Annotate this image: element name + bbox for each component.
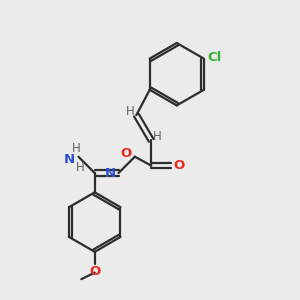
Text: O: O	[120, 147, 131, 160]
Text: N: N	[104, 167, 116, 179]
Text: O: O	[173, 159, 185, 172]
Text: N: N	[64, 153, 75, 166]
Text: O: O	[89, 265, 100, 278]
Text: Cl: Cl	[207, 51, 222, 64]
Text: H: H	[126, 105, 135, 118]
Text: H: H	[76, 161, 84, 174]
Text: H: H	[72, 142, 80, 155]
Text: H: H	[153, 130, 161, 143]
